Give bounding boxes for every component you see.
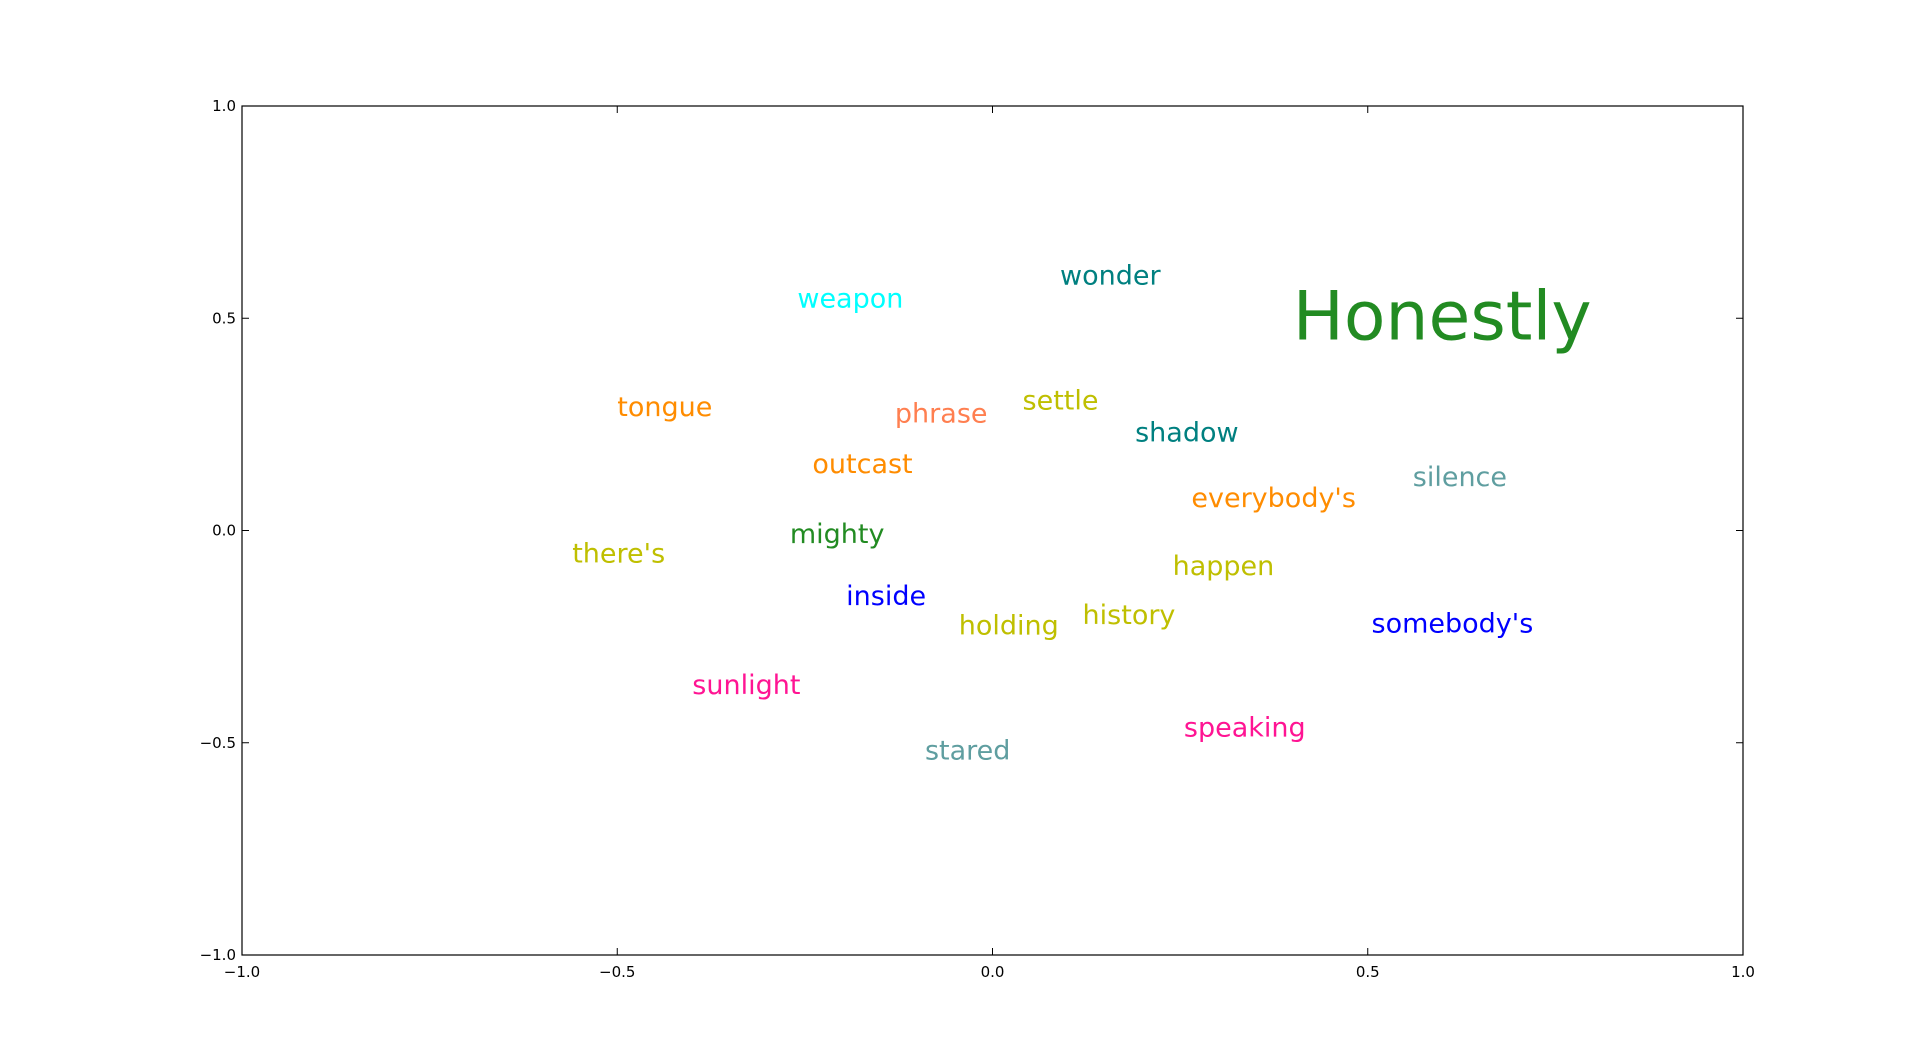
word-label: shadow [1135, 417, 1238, 448]
plot-area [241, 105, 1744, 956]
word-label: holding [959, 611, 1059, 642]
word-label: wonder [1060, 260, 1161, 291]
word-label: everybody's [1191, 483, 1356, 514]
y-tick-label: 1.0 [212, 97, 236, 115]
word-label: silence [1413, 462, 1507, 493]
word-label: speaking [1184, 712, 1306, 743]
axis-ticks: −1.0 −0.5 0.0 0.5 1.0 −1.0 −0.5 0.0 0.5 1.0 [200, 97, 1755, 981]
x-tick-label: −1.0 [224, 963, 260, 981]
word-label: there's [572, 538, 665, 569]
x-tick-label: 0.5 [1356, 963, 1380, 981]
word-label: outcast [812, 449, 912, 480]
word-label: tongue [617, 392, 712, 423]
word-label: phrase [895, 398, 988, 429]
word-label: inside [846, 581, 926, 612]
word-label: sunlight [692, 670, 800, 701]
x-tick-label: −0.5 [599, 963, 635, 981]
y-tick-label: 0.5 [212, 309, 236, 327]
word-label: somebody's [1372, 608, 1534, 639]
word-label: stared [925, 736, 1010, 767]
word-labels: Honestly wonder weapon tongue phrase settle sh… [572, 260, 1591, 766]
word-label: Honestly [1293, 277, 1592, 356]
word-label: history [1083, 600, 1176, 631]
word-label: weapon [797, 284, 903, 315]
x-tick-label: 1.0 [1731, 963, 1755, 981]
y-tick-label: −1.0 [200, 946, 236, 964]
word-label: mighty [790, 519, 885, 550]
x-tick-label: 0.0 [981, 963, 1005, 981]
word-label: settle [1023, 386, 1099, 417]
y-tick-label: 0.0 [212, 522, 236, 540]
word-label: happen [1173, 551, 1275, 582]
y-tick-label: −0.5 [200, 734, 236, 752]
